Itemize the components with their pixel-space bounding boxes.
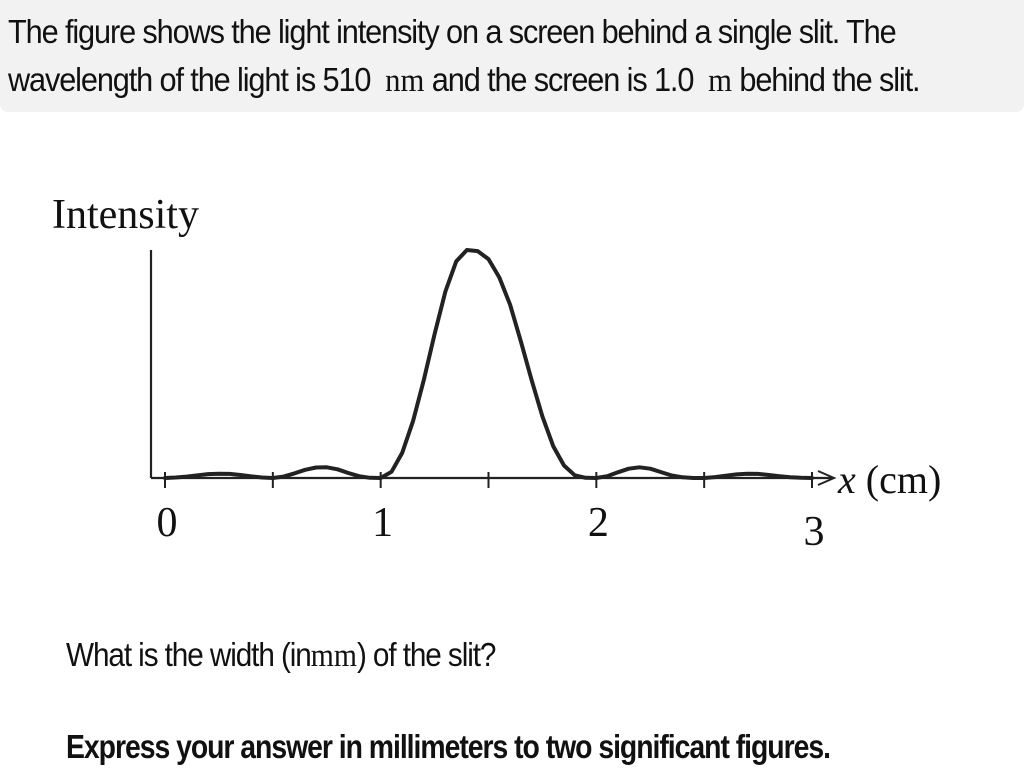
x-axis-unit: (cm) <box>866 457 942 502</box>
problem-statement-line-1: The figure shows the light intensity on … <box>8 13 897 50</box>
question-text-start: What is the width (in <box>66 636 312 673</box>
intensity-curve <box>163 248 814 480</box>
x-tick-label: 3 <box>804 509 825 555</box>
x-tick-label: 0 <box>157 500 178 546</box>
intensity-chart: Intensity 0 1 2 3 x (cm) <box>52 192 941 555</box>
distance-unit: m <box>708 63 732 99</box>
x-tick-label: 1 <box>372 500 393 546</box>
wavelength-text: wavelength of the light is 510 <box>8 61 371 98</box>
x-axis-tick-labels: 0 1 2 3 <box>157 500 825 555</box>
problem-statement-line-2: wavelength of the light is 510 nm and th… <box>8 56 947 105</box>
problem-header-box: The figure shows the light intensity on … <box>0 0 1024 112</box>
distance-text: and the screen is 1.0 <box>431 61 695 98</box>
answer-instruction: Express your answer in millimeters to tw… <box>66 728 831 765</box>
closing-text: behind the slit. <box>739 61 920 98</box>
x-axis-ticks <box>164 472 813 488</box>
x-tick-label: 2 <box>588 500 609 546</box>
question-text-end: ) of the slit? <box>356 636 496 673</box>
question-unit: mm <box>310 638 357 674</box>
problem-statement: The figure shows the light intensity on … <box>8 8 947 105</box>
x-axis-label: x (cm) <box>837 457 941 502</box>
question-text: What is the width (inmm) of the slit? <box>66 636 496 675</box>
y-axis-label: Intensity <box>52 192 199 238</box>
x-axis-variable: x <box>837 457 856 502</box>
wavelength-unit: nm <box>385 63 425 99</box>
x-axis-arrowhead <box>817 470 837 486</box>
